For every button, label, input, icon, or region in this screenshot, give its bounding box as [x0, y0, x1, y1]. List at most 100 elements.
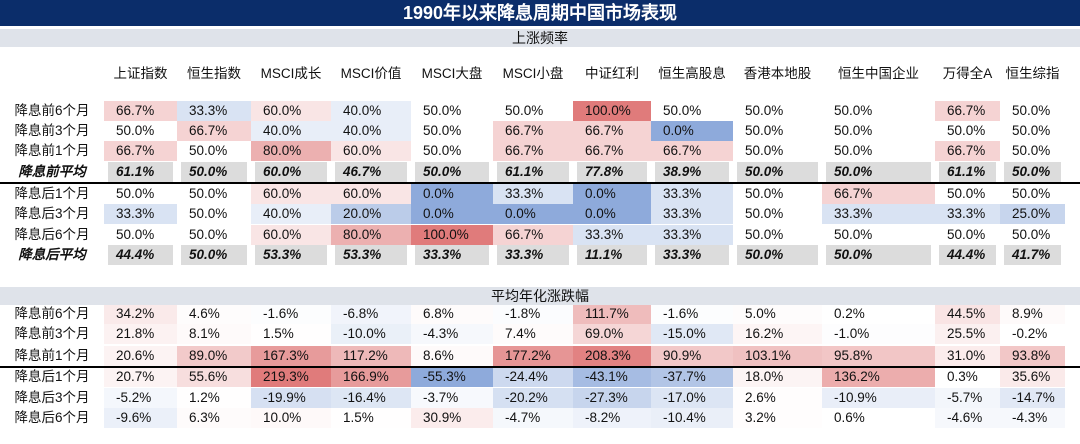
- average-row-shade: [1004, 245, 1061, 265]
- table-cell: 2.6%: [733, 388, 822, 408]
- average-row-shade: [181, 162, 247, 182]
- average-row-shade: [826, 162, 931, 182]
- table-cell: 50.0%: [423, 103, 462, 118]
- table-cell: 60.0%: [251, 225, 331, 245]
- table-cell: 167.3%: [251, 346, 331, 366]
- table-cell: 50.0%: [745, 227, 784, 242]
- table-cell: 50.0%: [423, 164, 462, 179]
- table-cell: 20.6%: [104, 346, 177, 366]
- table-cell: 0.0%: [411, 184, 493, 204]
- column-header: MSCI成长: [260, 66, 322, 81]
- table-cell: 60.0%: [331, 184, 411, 204]
- average-row-shade: [737, 162, 818, 182]
- table-cell: 50.0%: [116, 123, 155, 138]
- table-cell: 40.0%: [251, 204, 331, 224]
- table-cell: 33.3%: [104, 204, 177, 224]
- table-cell: 50.0%: [745, 186, 784, 201]
- table-cell: 50.0%: [423, 123, 462, 138]
- table-cell: 50.0%: [745, 206, 784, 221]
- table-cell: 66.7%: [935, 101, 1000, 121]
- table-cell: 60.0%: [251, 184, 331, 204]
- table-cell: 33.3%: [651, 225, 733, 245]
- table-cell: 0.0%: [651, 121, 733, 141]
- table-cell: 50.0%: [505, 103, 544, 118]
- table-cell: 66.7%: [177, 121, 251, 141]
- column-header: MSCI小盘: [502, 66, 564, 81]
- table-cell: -10.9%: [822, 388, 935, 408]
- row-label: 降息前3个月: [14, 326, 90, 341]
- average-row-shade: [415, 162, 489, 182]
- average-row-shade: [655, 245, 729, 265]
- average-row-shade: [415, 245, 489, 265]
- table-cell: 0.0%: [493, 204, 573, 224]
- table-cell: -17.0%: [651, 388, 733, 408]
- average-row-shade: [108, 162, 173, 182]
- table-cell: 40.0%: [331, 121, 411, 141]
- table-cell: 103.1%: [733, 346, 822, 366]
- average-row-shade: [655, 162, 729, 182]
- table-cell: 60.0%: [331, 141, 411, 161]
- table-cell: 219.3%: [251, 367, 331, 387]
- table-cell: 50.0%: [834, 247, 873, 262]
- table-cell: 30.9%: [411, 408, 493, 428]
- table-cell: 61.1%: [116, 164, 155, 179]
- table-cell: 50.0%: [189, 247, 228, 262]
- average-row-shade: [335, 245, 407, 265]
- table-cell: 50.0%: [834, 103, 873, 118]
- row-label: 降息后平均: [18, 247, 86, 262]
- table-cell: 136.2%: [822, 367, 935, 387]
- section-header-up-ratio: 上涨频率: [0, 29, 1080, 47]
- table-cell: 50.0%: [189, 143, 228, 158]
- table-cell: 33.3%: [663, 247, 702, 262]
- table-cell: -14.7%: [1000, 388, 1065, 408]
- table-cell: 41.7%: [1012, 247, 1051, 262]
- section-divider: [0, 366, 1080, 368]
- table-cell: -24.4%: [493, 367, 573, 387]
- table-cell: 34.2%: [104, 304, 177, 324]
- table-cell: 50.0%: [745, 143, 784, 158]
- table-cell: 50.0%: [834, 143, 873, 158]
- table-cell: 0.6%: [822, 408, 935, 428]
- table-cell: 33.3%: [493, 184, 573, 204]
- table-cell: 69.0%: [573, 324, 651, 344]
- table-cell: 46.7%: [343, 164, 382, 179]
- column-header: 香港本地股: [743, 66, 812, 81]
- table-cell: 80.0%: [251, 141, 331, 161]
- table-cell: 50.0%: [1012, 143, 1051, 158]
- table-cell: 53.3%: [343, 247, 382, 262]
- table-cell: 50.0%: [947, 123, 986, 138]
- column-header: MSCI大盘: [421, 66, 483, 81]
- table-cell: 7.4%: [493, 324, 573, 344]
- table-cell: -0.2%: [1000, 324, 1065, 344]
- table-cell: 66.7%: [493, 121, 573, 141]
- table-cell: 11.1%: [585, 247, 623, 262]
- average-row-shade: [335, 162, 407, 182]
- table-cell: 66.7%: [573, 121, 651, 141]
- table-cell: 33.3%: [177, 101, 251, 121]
- table-cell: 66.7%: [493, 225, 573, 245]
- table-cell: -4.6%: [935, 408, 1000, 428]
- table-cell: -37.7%: [651, 367, 733, 387]
- table-cell: 53.3%: [263, 247, 302, 262]
- table-cell: 25.5%: [935, 324, 1000, 344]
- section-header-annual-return: 平均年化涨跌幅: [0, 287, 1080, 305]
- row-label: 降息后6个月: [14, 227, 90, 242]
- table-cell: 61.1%: [505, 164, 544, 179]
- table-cell: 0.2%: [822, 304, 935, 324]
- row-label: 降息后1个月: [14, 186, 90, 201]
- average-row-shade: [255, 245, 327, 265]
- table-cell: -20.2%: [493, 388, 573, 408]
- table-cell: 66.7%: [822, 184, 935, 204]
- table-cell: 8.1%: [177, 324, 251, 344]
- table-cell: 44.4%: [116, 247, 155, 262]
- table-cell: 40.0%: [251, 121, 331, 141]
- table-cell: 55.6%: [177, 367, 251, 387]
- row-label: 降息前6个月: [14, 103, 90, 118]
- average-row-shade: [577, 245, 647, 265]
- table-cell: 3.2%: [733, 408, 822, 428]
- table-cell: 10.0%: [251, 408, 331, 428]
- table-cell: -6.8%: [331, 304, 411, 324]
- table-cell: 61.1%: [947, 164, 986, 179]
- row-label: 降息后1个月: [14, 369, 90, 384]
- row-label: 降息前6个月: [14, 306, 90, 321]
